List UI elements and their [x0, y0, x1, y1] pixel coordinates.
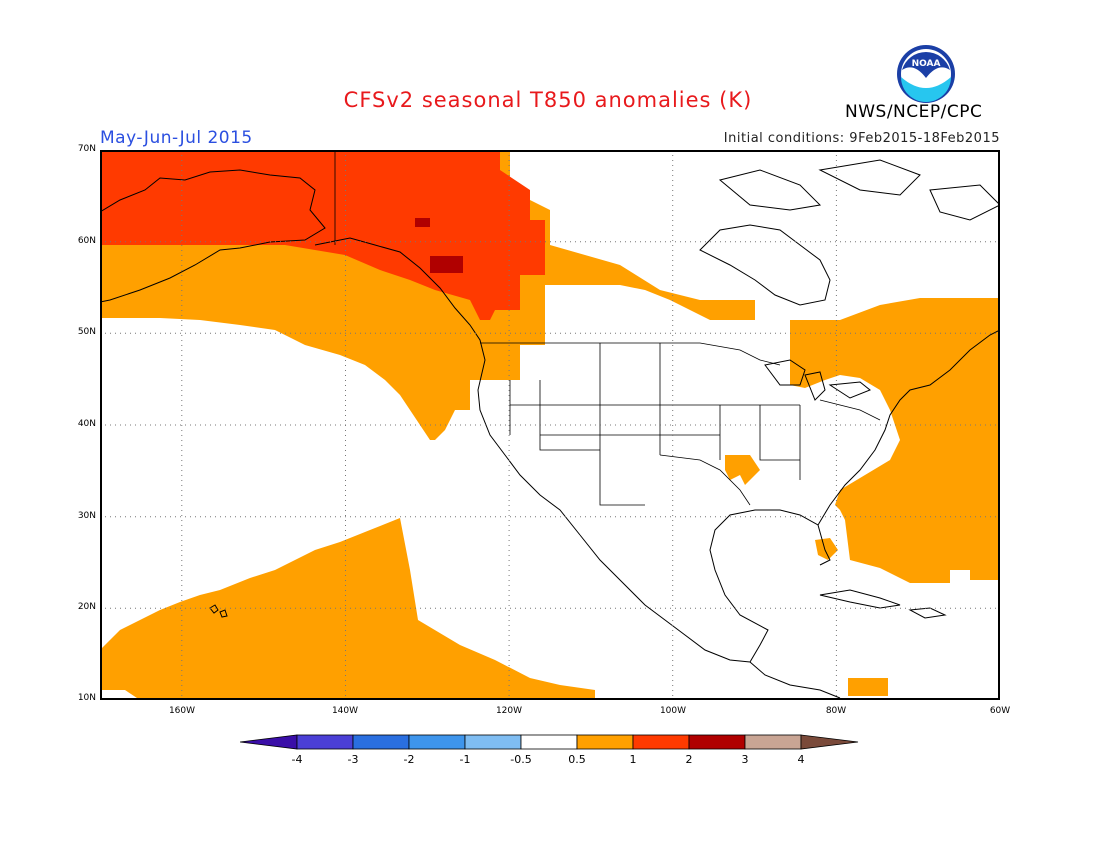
lon-label-120w: 120W — [495, 706, 523, 716]
noaa-logo: NOAA — [897, 45, 955, 103]
anomaly-region-darkred — [415, 218, 463, 273]
colorbar-label: -2 — [403, 753, 415, 766]
colorbar-segment — [800, 734, 859, 750]
lat-label-60n: 60N — [77, 236, 96, 246]
colorbar-segment — [688, 734, 746, 750]
anomaly-region-pacific — [100, 518, 595, 700]
colorbar-label: 2 — [685, 753, 693, 766]
lat-label-40n: 40N — [77, 419, 96, 429]
lat-label-70n: 70N — [77, 144, 96, 154]
lat-label-10n: 10N — [77, 693, 96, 703]
colorbar-segment — [296, 734, 354, 750]
colorbar-segment — [352, 734, 410, 750]
anomaly-region-mississippi — [725, 455, 760, 485]
political-boundaries — [334, 150, 881, 506]
agency-label: NWS/NCEP/CPC — [845, 102, 983, 122]
colorbar-segment — [520, 734, 578, 750]
anomaly-region-florida — [815, 538, 838, 560]
colorbar-label: -3 — [347, 753, 359, 766]
map-frame — [100, 150, 1000, 700]
colorbar-label: 0.5 — [568, 753, 586, 766]
colorbar — [240, 734, 859, 750]
lon-label-160w: 160W — [168, 706, 196, 716]
colorbar-label: 4 — [797, 753, 805, 766]
colorbar-label: -4 — [291, 753, 303, 766]
lat-label-50n: 50N — [77, 327, 96, 337]
lat-label-30n: 30N — [77, 511, 96, 521]
colorbar-segment — [464, 734, 522, 750]
lon-label-140w: 140W — [331, 706, 359, 716]
anomaly-map — [100, 150, 1000, 700]
colorbar-label: -1 — [459, 753, 471, 766]
anomaly-region-alaska-red — [100, 150, 545, 320]
lat-label-20n: 20N — [77, 602, 96, 612]
lon-label-60w: 60W — [989, 706, 1011, 716]
colorbar-segment — [744, 734, 802, 750]
anomaly-region-caribbean — [848, 678, 888, 696]
coastlines — [100, 159, 1000, 699]
forecast-period: May-Jun-Jul 2015 — [100, 128, 253, 148]
colorbar-segment — [240, 734, 298, 750]
colorbar-label: 3 — [741, 753, 749, 766]
colorbar-segment — [408, 734, 466, 750]
logo-text: NOAA — [912, 59, 941, 69]
colorbar-label: 1 — [629, 753, 637, 766]
colorbar-label: -0.5 — [510, 753, 532, 766]
colorbar-segment — [576, 734, 634, 750]
lon-label-80w: 80W — [825, 706, 847, 716]
initial-conditions: Initial conditions: 9Feb2015-18Feb2015 — [723, 131, 1000, 146]
lon-label-100w: 100W — [659, 706, 687, 716]
anomaly-region-northeast — [790, 298, 1000, 583]
colorbar-segment — [632, 734, 690, 750]
gridlines — [100, 150, 1000, 700]
chart-title: CFSv2 seasonal T850 anomalies (K) — [343, 88, 753, 112]
